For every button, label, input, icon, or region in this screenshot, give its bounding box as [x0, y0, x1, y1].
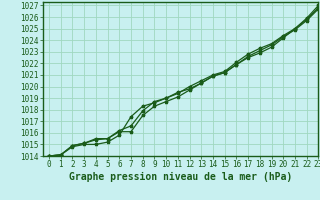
X-axis label: Graphe pression niveau de la mer (hPa): Graphe pression niveau de la mer (hPa)	[69, 172, 292, 182]
